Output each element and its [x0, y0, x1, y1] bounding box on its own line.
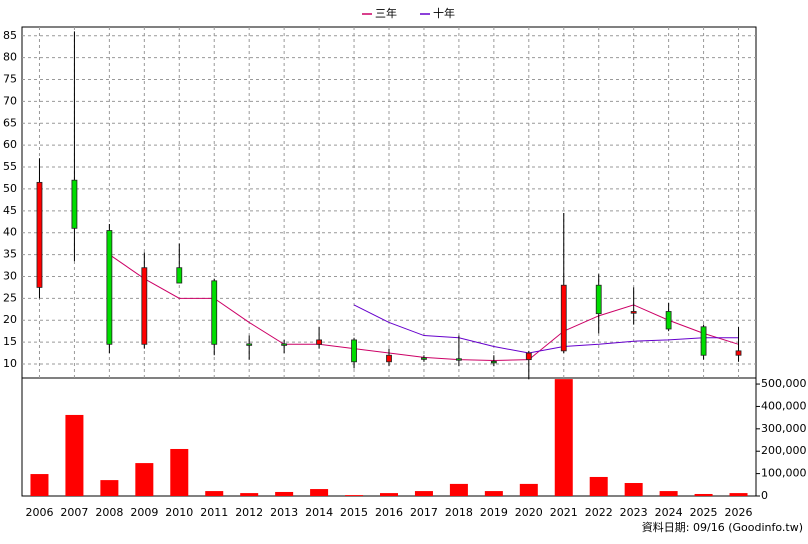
- candle-body: [735, 350, 742, 356]
- y2-tick-label: 0: [761, 489, 768, 502]
- candle-body: [456, 358, 462, 361]
- legend-label: 十年: [433, 6, 455, 20]
- candle-body: [700, 326, 707, 356]
- x-tick-label: 2025: [690, 506, 718, 519]
- y-tick-label: 80: [3, 51, 17, 64]
- y-tick-label: 65: [3, 116, 17, 129]
- x-tick-label: 2023: [620, 506, 648, 519]
- y2-tick-label: 100,000: [761, 467, 807, 480]
- volume-bar: [345, 495, 364, 496]
- volume-bar: [135, 463, 154, 496]
- candle-body: [246, 343, 253, 346]
- volume-bar: [484, 491, 503, 496]
- volume-bar: [380, 493, 398, 496]
- x-tick-label: 2009: [130, 506, 158, 519]
- x-tick-label: 2006: [25, 506, 53, 519]
- volume-bar: [65, 414, 84, 496]
- y-tick-label: 15: [3, 335, 17, 348]
- footnote: 資料日期: 09/16 (Goodinfo.tw): [642, 520, 803, 534]
- y-tick-label: 85: [3, 29, 17, 42]
- candle-body: [490, 360, 497, 364]
- candle-body: [36, 181, 43, 288]
- candle-body: [421, 357, 427, 360]
- y-tick-label: 50: [3, 182, 17, 195]
- x-tick-label: 2026: [725, 506, 753, 519]
- x-tick-label: 2008: [95, 506, 123, 519]
- volume-bar: [240, 493, 259, 496]
- ma-line: [109, 254, 739, 361]
- volume-bar: [30, 474, 49, 496]
- y2-tick-label: 400,000: [761, 399, 807, 412]
- legend-label: 三年: [375, 6, 397, 20]
- x-tick-label: 2015: [340, 506, 368, 519]
- candle-body: [630, 311, 637, 314]
- x-tick-label: 2010: [165, 506, 193, 519]
- volume-bar: [624, 483, 643, 496]
- x-tick-label: 2024: [655, 506, 683, 519]
- x-tick-label: 2022: [585, 506, 613, 519]
- x-tick-label: 2011: [200, 506, 228, 519]
- candle-body: [176, 267, 183, 284]
- volume-bar: [275, 491, 294, 496]
- candle-body: [351, 339, 357, 363]
- y-tick-label: 20: [3, 313, 17, 326]
- volume-bar: [310, 489, 329, 496]
- volume-bar: [694, 493, 713, 496]
- volume-bar: [100, 480, 119, 496]
- candle-body: [560, 284, 567, 352]
- volume-bar: [659, 491, 678, 496]
- y-tick-label: 10: [3, 357, 17, 370]
- volume-bar: [449, 483, 468, 496]
- y2-tick-label: 200,000: [761, 444, 807, 457]
- candle-body: [141, 267, 148, 345]
- y-tick-label: 35: [3, 248, 17, 261]
- candle-body: [211, 280, 218, 345]
- candle-body: [71, 179, 78, 229]
- candle-body: [281, 343, 288, 346]
- volume-bar: [519, 483, 538, 496]
- y-tick-label: 70: [3, 94, 17, 107]
- volume-bar: [414, 491, 433, 496]
- y-tick-label: 40: [3, 226, 17, 239]
- y-tick-label: 75: [3, 73, 17, 86]
- x-tick-label: 2019: [480, 506, 508, 519]
- volume-bar: [205, 491, 224, 496]
- x-tick-label: 2021: [550, 506, 578, 519]
- y-tick-label: 55: [3, 160, 17, 173]
- candle-body: [665, 311, 672, 330]
- candle-body: [106, 230, 113, 345]
- volume-bar: [729, 493, 748, 496]
- y-tick-label: 60: [3, 138, 17, 151]
- x-tick-label: 2016: [375, 506, 403, 519]
- x-tick-label: 2017: [410, 506, 438, 519]
- ma-line: [353, 304, 739, 354]
- y-tick-label: 30: [3, 269, 17, 282]
- candle-body: [386, 354, 392, 363]
- volume-bar: [170, 448, 189, 496]
- x-tick-label: 2007: [60, 506, 88, 519]
- x-tick-label: 2012: [235, 506, 263, 519]
- x-tick-label: 2020: [515, 506, 543, 519]
- x-tick-label: 2013: [270, 506, 298, 519]
- candle-body: [525, 352, 532, 361]
- volume-bar: [589, 476, 608, 496]
- x-tick-label: 2014: [305, 506, 333, 519]
- x-tick-label: 2018: [445, 506, 473, 519]
- volume-bar: [554, 379, 573, 496]
- y-tick-label: 45: [3, 204, 17, 217]
- y2-tick-label: 500,000: [761, 377, 807, 390]
- candle-body: [595, 284, 602, 315]
- y-tick-label: 25: [3, 291, 17, 304]
- y2-tick-label: 300,000: [761, 422, 807, 435]
- candle-body: [316, 339, 322, 345]
